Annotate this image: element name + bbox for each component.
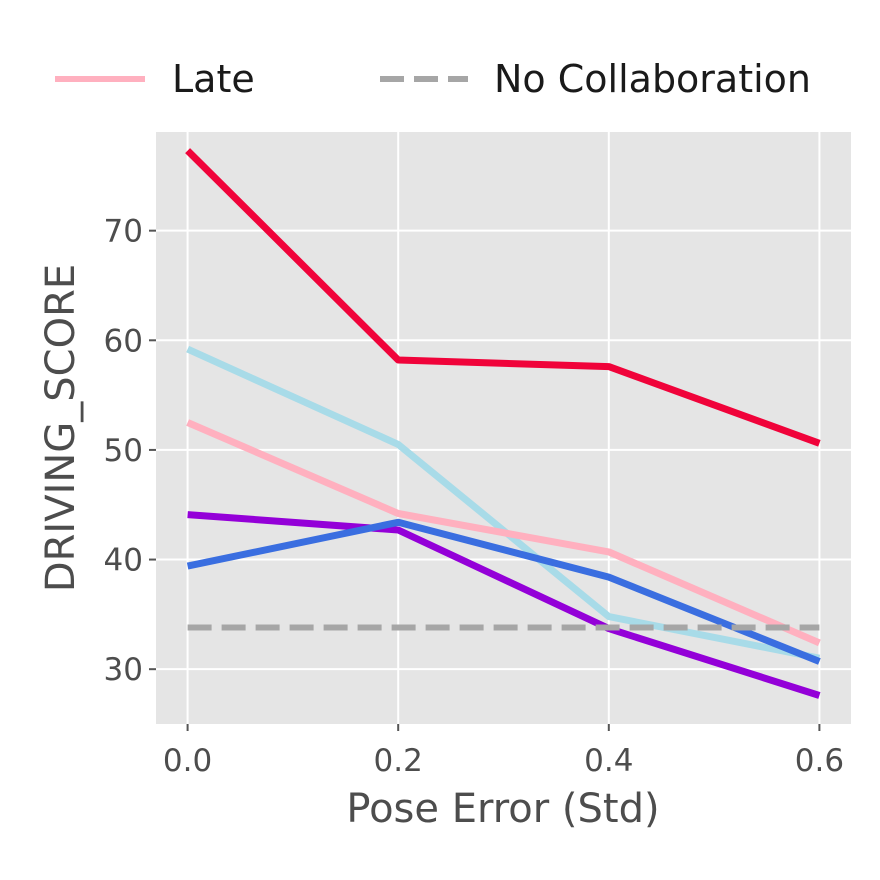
y-tick-label: 30 — [104, 652, 143, 688]
x-tick-label: 0.6 — [795, 743, 844, 779]
y-axis-label: DRIVING_SCORE — [38, 264, 84, 592]
y-tick-label: 50 — [104, 433, 143, 469]
x-tick-label: 0.0 — [163, 743, 212, 779]
legend-label-late: Late — [172, 57, 255, 101]
x-axis-label: Pose Error (Std) — [346, 786, 659, 832]
series-line-late — [186, 419, 821, 647]
y-tick-label: 60 — [104, 323, 143, 359]
y-tick-label: 40 — [104, 543, 143, 579]
legend: Late No Collaboration — [55, 57, 811, 101]
series-line-5 — [186, 518, 821, 665]
series-line-1 — [185, 148, 821, 447]
y-tick-label: 70 — [104, 214, 143, 250]
x-tick-label: 0.2 — [374, 743, 423, 779]
legend-label-no-collaboration: No Collaboration — [494, 57, 811, 101]
x-tick-label: 0.4 — [584, 743, 633, 779]
series-lines — [185, 148, 821, 699]
x-axis-ticks: 0.0 0.2 0.4 0.6 — [163, 724, 844, 779]
y-axis-ticks: 30 40 50 60 70 — [104, 214, 156, 688]
series-line-4 — [187, 511, 821, 699]
